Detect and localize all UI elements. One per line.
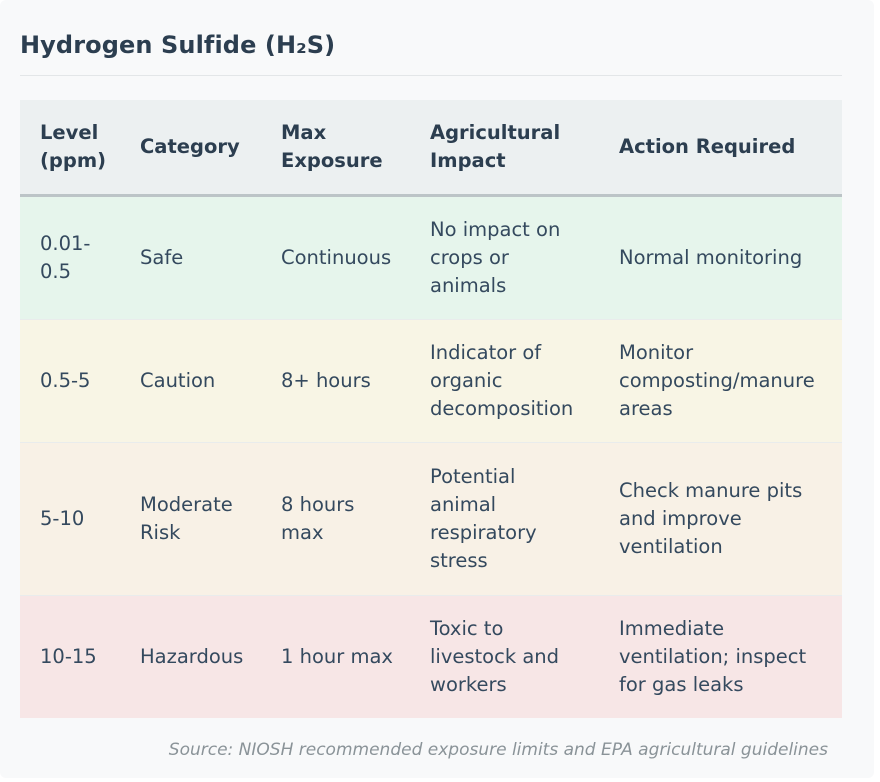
source-note: Source: NIOSH recommended exposure limit… (168, 740, 828, 760)
column-header-agricultural-impact: Agricultural Impact (410, 100, 599, 197)
cell-max-exposure: Continuous (261, 195, 410, 320)
cell-max-exposure: 1 hour max (281, 644, 393, 668)
cell-agricultural-impact: Indicator of organic decomposition (410, 319, 599, 443)
header-row: Level (ppm) Category Max Exposure Agricu… (20, 100, 842, 197)
table-row: 0.5-5 Caution 8+ hours Indicator of orga… (20, 319, 842, 443)
table-header: Level (ppm) Category Max Exposure Agricu… (20, 100, 842, 197)
h2s-levels-table: Level (ppm) Category Max Exposure Agricu… (20, 100, 842, 718)
cell-category: Hazardous (140, 644, 244, 668)
cell-agricultural-impact: Potential animal respiratory stress (410, 442, 599, 596)
table-body: 0.01-0.5 Safe Continuous No impact on cr… (20, 195, 842, 718)
cell-category: Moderate Risk (120, 442, 261, 596)
cell-action-required: Immediate ventilation; inspect for gas l… (619, 616, 807, 696)
title-divider (20, 75, 842, 76)
column-header-action-required: Action Required (599, 100, 842, 197)
cell-action-required: Check manure pits and improve ventilatio… (599, 442, 842, 596)
column-header-level: Level (ppm) (20, 100, 120, 197)
cell-action-required: Normal monitoring (599, 195, 842, 320)
cell-category: Caution (120, 319, 261, 443)
cell-max-exposure: 8 hours max (261, 442, 410, 596)
cell-level: 0.01-0.5 (20, 195, 120, 320)
cell-level: 5-10 (20, 442, 120, 596)
cell-agricultural-impact: Toxic to livestock and workers (430, 616, 560, 696)
table-row: 0.01-0.5 Safe Continuous No impact on cr… (20, 195, 842, 320)
table-row: 5-10 Moderate Risk 8 hours max Potential… (20, 442, 842, 596)
cell-agricultural-impact: No impact on crops or animals (410, 195, 599, 320)
page-title: Hydrogen Sulfide (H₂S) (20, 31, 336, 59)
cell-category: Safe (120, 195, 261, 320)
column-header-max-exposure: Max Exposure (261, 100, 410, 197)
cell-level: 10-15 (40, 644, 97, 668)
column-header-category: Category (120, 100, 261, 197)
cell-max-exposure: 8+ hours (261, 319, 410, 443)
cell-action-required: Monitor composting/manure areas (599, 319, 842, 443)
cell-level: 0.5-5 (20, 319, 120, 443)
table-row: 10-15 Hazardous 1 hour max Toxic to live… (20, 595, 842, 718)
